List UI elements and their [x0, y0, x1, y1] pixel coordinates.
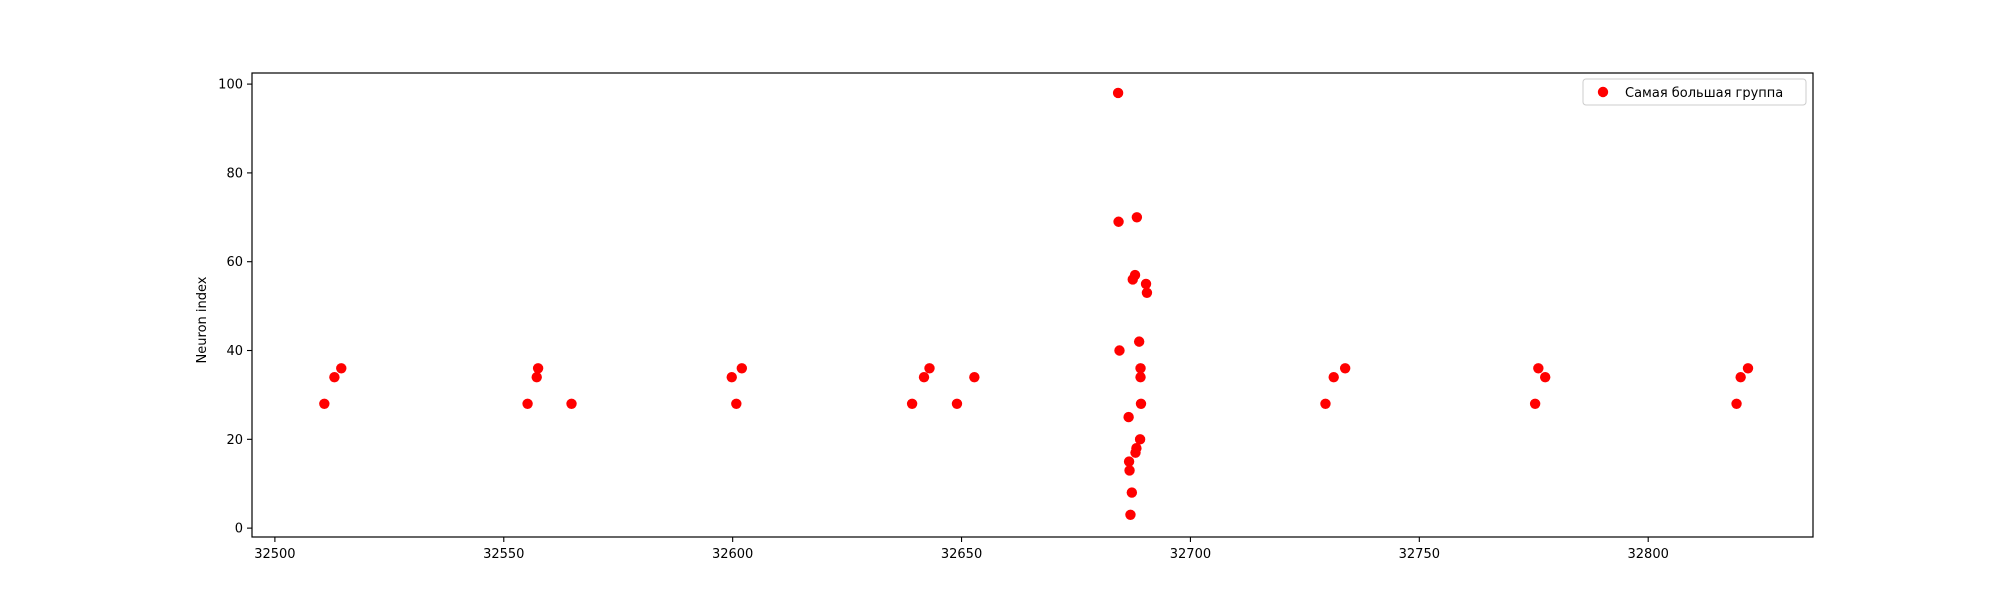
- data-point: [1135, 398, 1147, 409]
- data-point: [969, 371, 980, 383]
- data-points: [319, 87, 1754, 520]
- legend-label: Самая большая группа: [1625, 86, 1783, 101]
- x-tick-label: 32550: [483, 547, 524, 562]
- data-point: [924, 363, 935, 374]
- x-tick-label: 32600: [712, 547, 753, 562]
- data-point: [1124, 465, 1135, 476]
- data-point: [1123, 456, 1135, 467]
- data-point: [532, 363, 544, 374]
- data-point: [1339, 363, 1351, 374]
- data-point: [1113, 216, 1124, 227]
- data-point: [1129, 269, 1141, 281]
- x-tick-label: 32650: [941, 547, 982, 562]
- y-axis-label: Neuron index: [195, 276, 210, 363]
- data-point: [1131, 212, 1143, 223]
- data-point: [951, 398, 963, 409]
- data-point: [1114, 345, 1125, 356]
- y-tick-label: 40: [226, 344, 243, 359]
- plot-frame: [251, 72, 1814, 538]
- data-point: [736, 363, 748, 374]
- data-point: [522, 398, 533, 409]
- y-tick-label: 100: [218, 78, 243, 93]
- data-point: [1131, 443, 1142, 454]
- data-point: [1125, 509, 1136, 520]
- data-point: [1135, 371, 1146, 383]
- x-tick-label: 32700: [1170, 547, 1211, 562]
- x-tick-label: 32750: [1399, 547, 1440, 562]
- data-point: [531, 371, 542, 383]
- data-point: [329, 371, 340, 383]
- data-point: [1126, 487, 1138, 498]
- data-point: [1320, 398, 1331, 409]
- data-point: [1742, 363, 1754, 374]
- data-point: [1112, 87, 1124, 99]
- data-point: [1133, 336, 1145, 347]
- data-point: [566, 398, 577, 409]
- x-tick-label: 32500: [254, 547, 295, 562]
- data-point: [1140, 278, 1152, 290]
- legend-marker: [1597, 86, 1609, 98]
- data-point: [731, 398, 742, 409]
- data-point: [1141, 287, 1153, 298]
- data-point: [1540, 371, 1551, 383]
- y-tick-label: 20: [226, 433, 243, 448]
- data-point: [336, 363, 347, 374]
- data-point: [1135, 363, 1146, 374]
- data-point: [1735, 371, 1746, 383]
- data-point: [1529, 398, 1541, 409]
- y-tick-label: 80: [226, 166, 243, 181]
- data-point: [1328, 371, 1339, 383]
- data-point: [726, 371, 737, 383]
- data-point: [319, 398, 330, 409]
- legend-box: [1582, 78, 1807, 106]
- data-point: [1533, 363, 1544, 374]
- data-point: [918, 371, 930, 383]
- data-point: [906, 398, 918, 409]
- legend: Самая большая группа: [1582, 78, 1807, 106]
- y-tick-label: 60: [226, 255, 243, 270]
- axes: 32500 32550 32600 32650 32700 32750 32800 0 20 40…: [218, 72, 1814, 562]
- y-tick-label: 0: [235, 522, 243, 537]
- x-tick-label: 32800: [1628, 547, 1669, 562]
- data-point: [1123, 411, 1134, 423]
- data-point: [1134, 434, 1146, 445]
- data-point: [1731, 398, 1742, 409]
